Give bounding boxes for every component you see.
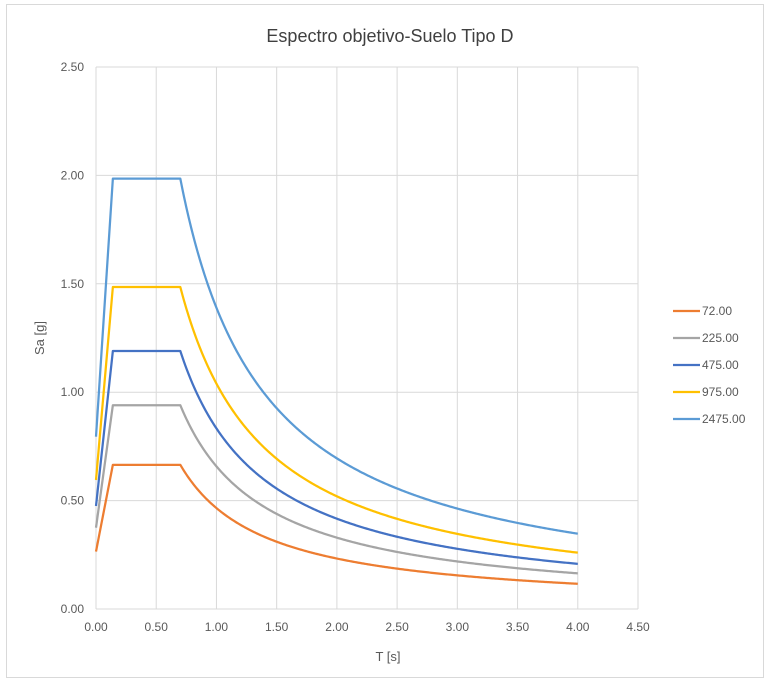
x-tick-label: 1.00 <box>205 620 229 634</box>
chart-title: Espectro objetivo-Suelo Tipo D <box>266 26 513 46</box>
x-tick-label: 1.50 <box>265 620 289 634</box>
x-tick-label: 4.50 <box>626 620 650 634</box>
x-ticks: 0.00 0.50 1.00 1.50 2.00 2.50 3.00 3.50 4.00 4.50 <box>84 620 650 634</box>
y-ticks: 0.00 0.50 1.00 1.50 2.00 2.50 <box>61 60 85 616</box>
x-tick-label: 2.50 <box>385 620 409 634</box>
x-tick-label: 3.50 <box>506 620 530 634</box>
legend-label: 2475.00 <box>702 412 746 426</box>
x-axis-label: T [s] <box>375 649 400 664</box>
series-line-2475.00 <box>94 177 578 535</box>
y-tick-label: 1.50 <box>61 277 85 291</box>
y-tick-label: 1.00 <box>61 385 85 399</box>
x-tick-label: 4.00 <box>566 620 590 634</box>
legend: 72.00 225.00 475.00 975.00 2475.00 <box>673 304 746 426</box>
x-tick-label: 2.00 <box>325 620 349 634</box>
y-axis-label: Sa [g] <box>32 321 47 355</box>
y-tick-label: 2.50 <box>61 60 85 74</box>
x-tick-label: 0.50 <box>145 620 169 634</box>
x-tick-label: 0.00 <box>84 620 108 634</box>
series-line-975.00 <box>94 285 578 554</box>
series-line-225.00 <box>94 404 578 575</box>
y-tick-label: 0.50 <box>61 494 85 508</box>
series-line-475.00 <box>94 349 578 565</box>
grid <box>95 66 639 610</box>
series-lines <box>94 177 578 585</box>
legend-label: 72.00 <box>702 304 732 318</box>
series-line-72.00 <box>94 463 578 585</box>
x-tick-label: 3.00 <box>446 620 470 634</box>
legend-label: 475.00 <box>702 358 739 372</box>
y-tick-label: 2.00 <box>61 168 85 182</box>
y-tick-label: 0.00 <box>61 602 85 616</box>
legend-label: 975.00 <box>702 385 739 399</box>
legend-label: 225.00 <box>702 331 739 345</box>
